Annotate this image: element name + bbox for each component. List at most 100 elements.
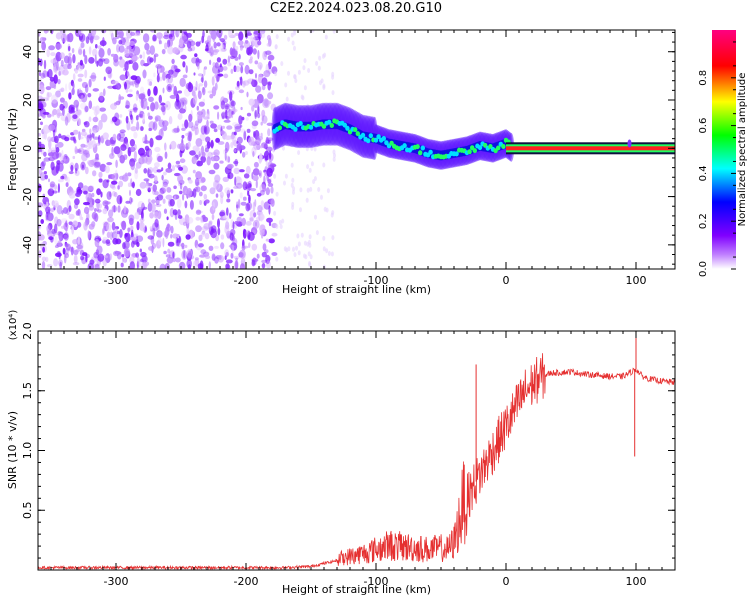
noise-blob	[64, 116, 69, 126]
noise-blob	[178, 261, 186, 269]
noise-blob	[186, 32, 192, 38]
noise-blob	[65, 220, 68, 228]
noise-blob	[106, 179, 110, 183]
noise-blob	[110, 53, 116, 57]
noise-blob	[236, 141, 239, 144]
noise-blob	[57, 240, 62, 247]
noise-blob	[238, 169, 245, 173]
noise-blob	[261, 115, 268, 124]
noise-blob	[77, 118, 82, 126]
noise-blob	[45, 86, 52, 91]
noise-blob	[196, 105, 199, 111]
noise-blob	[140, 86, 145, 94]
noise-blob	[175, 242, 182, 247]
noise-blob	[129, 40, 135, 47]
noise-blob	[257, 205, 263, 212]
noise-blob	[83, 190, 88, 195]
noise-blob	[204, 199, 210, 204]
noise-blob	[225, 221, 230, 230]
noise-blob	[267, 128, 271, 137]
noise-blob	[59, 261, 62, 269]
noise-blob	[98, 95, 105, 103]
noise-blob	[236, 180, 242, 186]
noise-blob	[195, 209, 202, 215]
noise-blob	[99, 91, 104, 101]
noise-blob	[182, 193, 185, 201]
noise-blob	[162, 198, 166, 204]
noise-blob	[214, 62, 219, 69]
noise-blob	[153, 54, 157, 63]
noise-blob	[141, 156, 148, 164]
noise-blob	[147, 78, 150, 86]
noise-blob	[74, 146, 78, 155]
noise-blob	[234, 176, 237, 186]
noise-blob	[113, 191, 118, 198]
noise-blob	[152, 184, 157, 193]
noise-blob	[46, 48, 50, 58]
noise-blob	[268, 60, 272, 70]
noise-blob	[194, 129, 197, 136]
noise-blob	[55, 252, 62, 258]
noise-blob	[163, 171, 167, 176]
noise-blob	[214, 245, 219, 249]
noise-blob	[54, 245, 59, 248]
noise-blob	[103, 88, 106, 97]
noise-blob	[242, 151, 246, 158]
noise-blob	[47, 92, 52, 98]
noise-blob	[257, 40, 262, 46]
noise-blob	[255, 73, 257, 79]
noise-blob	[115, 30, 119, 36]
noise-blob	[242, 80, 250, 86]
noise-blob	[265, 146, 273, 152]
noise-blob	[174, 68, 181, 73]
noise-blob	[280, 61, 284, 67]
noise-blob	[204, 126, 208, 135]
noise-blob	[115, 251, 122, 256]
noise-blob	[42, 113, 46, 119]
noise-blob	[239, 76, 243, 86]
noise-blob	[128, 73, 131, 84]
noise-blob	[235, 182, 243, 189]
noise-blob	[165, 194, 173, 200]
noise-blob	[195, 216, 201, 221]
noise-blob	[53, 184, 58, 191]
noise-blob	[168, 69, 174, 75]
noise-blob	[175, 236, 179, 247]
noise-blob	[223, 73, 229, 79]
noise-blob	[307, 68, 311, 73]
noise-blob	[332, 30, 336, 34]
noise-blob	[74, 69, 78, 74]
noise-blob	[234, 65, 241, 73]
noise-blob	[116, 133, 122, 141]
noise-blob	[160, 105, 166, 113]
noise-blob	[142, 69, 147, 79]
noise-blob	[78, 49, 83, 56]
noise-blob	[210, 152, 218, 156]
noise-blob	[259, 190, 265, 196]
noise-blob	[177, 90, 182, 94]
noise-blob	[95, 208, 99, 212]
noise-blob	[186, 259, 192, 269]
noise-blob	[252, 168, 260, 176]
noise-blob	[155, 135, 163, 141]
noise-blob	[88, 159, 95, 168]
noise-blob	[89, 259, 95, 265]
noise-blob	[68, 221, 73, 225]
x-tick-label: -300	[104, 575, 129, 588]
noise-blob	[166, 256, 174, 264]
noise-blob	[210, 139, 214, 149]
noise-blob	[53, 84, 57, 89]
noise-blob	[198, 191, 203, 197]
noise-blob	[165, 167, 173, 173]
noise-blob	[317, 187, 321, 192]
noise-blob	[146, 169, 152, 178]
noise-blob	[252, 151, 255, 158]
noise-blob	[287, 246, 291, 252]
noise-blob	[64, 175, 68, 181]
noise-blob	[297, 69, 301, 75]
noise-blob	[123, 205, 127, 214]
noise-blob	[119, 229, 123, 238]
noise-blob	[149, 226, 153, 230]
noise-blob	[134, 211, 140, 220]
noise-blob	[139, 248, 142, 253]
